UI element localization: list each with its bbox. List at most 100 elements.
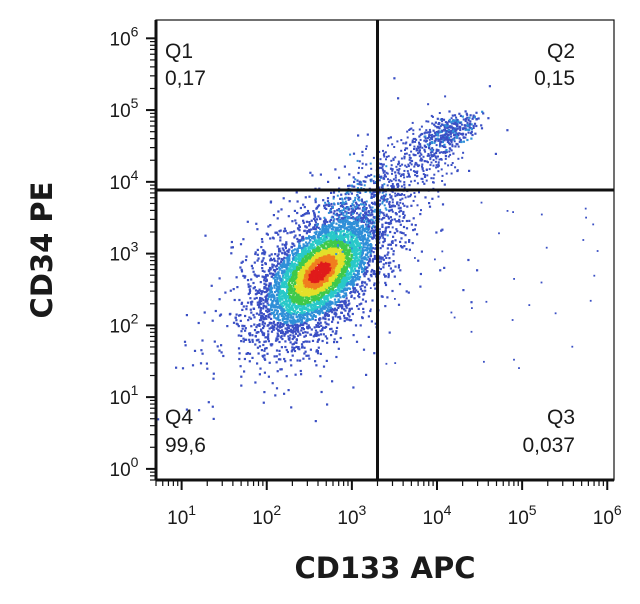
event-dot <box>303 335 306 338</box>
event-dot <box>321 339 324 343</box>
event-dot <box>315 218 319 221</box>
event-dot <box>372 195 375 198</box>
event-dot <box>340 249 343 252</box>
event-dot <box>302 219 305 222</box>
event-dot <box>280 309 283 312</box>
event-dot <box>382 258 385 261</box>
event-dot <box>280 335 283 338</box>
event-dot <box>238 314 241 317</box>
event-dot <box>292 256 296 259</box>
event-dot <box>353 185 356 188</box>
event-dot <box>306 250 309 253</box>
event-dot <box>317 261 321 264</box>
event-dot <box>335 276 338 279</box>
event-dot <box>286 290 289 293</box>
event-dot <box>191 364 195 367</box>
event-dot <box>321 246 324 249</box>
event-dot <box>304 275 307 278</box>
event-dot <box>291 346 294 349</box>
event-dot <box>304 296 307 299</box>
event-dot <box>334 332 337 335</box>
event-dot <box>344 252 347 255</box>
event-dot <box>292 263 296 266</box>
event-dot <box>334 168 337 171</box>
event-dot <box>342 300 345 303</box>
event-dot <box>367 219 370 222</box>
event-dot <box>314 233 317 236</box>
event-dot <box>362 307 365 310</box>
event-dot <box>280 261 283 264</box>
event-dot <box>348 319 352 322</box>
event-dot <box>256 253 259 256</box>
event-dot <box>363 201 366 204</box>
event-dot <box>302 259 306 262</box>
event-dot <box>296 318 299 321</box>
event-dot <box>329 237 332 240</box>
event-dot <box>329 218 332 222</box>
event-dot <box>263 371 266 374</box>
event-dot <box>309 171 312 174</box>
event-dot <box>311 240 314 243</box>
event-dot <box>258 341 261 344</box>
event-dot <box>314 420 317 423</box>
event-dot <box>233 298 236 302</box>
event-dot <box>385 213 388 216</box>
event-dot <box>316 352 320 355</box>
event-dot <box>307 324 310 327</box>
event-dot <box>308 230 311 233</box>
event-dot <box>315 334 318 337</box>
event-dot <box>325 207 328 210</box>
event-dot <box>443 266 446 269</box>
event-dot <box>398 283 402 286</box>
event-dot <box>291 348 294 352</box>
event-dot <box>308 235 311 239</box>
event-dot <box>326 197 330 200</box>
event-dot <box>333 236 336 239</box>
event-dot <box>317 241 320 244</box>
event-dot <box>369 206 372 209</box>
event-dot <box>212 417 215 420</box>
event-dot <box>318 242 322 246</box>
event-dot <box>371 222 374 225</box>
event-dot <box>306 318 309 321</box>
event-dot <box>366 239 369 242</box>
event-dot <box>326 256 330 259</box>
event-dot <box>288 200 291 203</box>
event-dot <box>284 245 287 248</box>
event-dot <box>298 348 301 351</box>
event-dot <box>304 263 308 266</box>
event-dot <box>247 285 250 288</box>
event-dot <box>358 207 361 210</box>
event-dot <box>206 367 209 370</box>
event-dot <box>296 258 299 261</box>
event-dot <box>383 238 386 241</box>
event-dot <box>327 302 330 305</box>
event-dot <box>264 276 267 279</box>
event-dot <box>419 213 422 216</box>
event-dot <box>368 279 371 282</box>
event-dot <box>258 288 261 291</box>
event-dot <box>371 237 374 240</box>
event-dot <box>366 270 369 273</box>
event-dot <box>338 289 341 292</box>
event-dot <box>280 279 283 282</box>
event-dot <box>312 335 315 338</box>
event-dot <box>344 301 347 304</box>
event-dot <box>255 296 258 300</box>
event-dot <box>317 226 320 229</box>
event-dot <box>386 247 389 250</box>
event-dot <box>325 359 328 362</box>
event-dot <box>321 269 325 272</box>
event-dot <box>324 335 327 338</box>
event-dot <box>260 329 263 332</box>
event-dot <box>327 280 331 284</box>
event-dot <box>276 260 279 263</box>
event-dot <box>295 254 298 257</box>
event-dot <box>304 307 307 310</box>
event-dot <box>313 213 316 216</box>
event-dot <box>316 310 319 313</box>
event-dot <box>312 313 315 317</box>
event-dot <box>396 194 399 197</box>
event-dot <box>316 340 319 343</box>
event-dot <box>250 311 253 314</box>
